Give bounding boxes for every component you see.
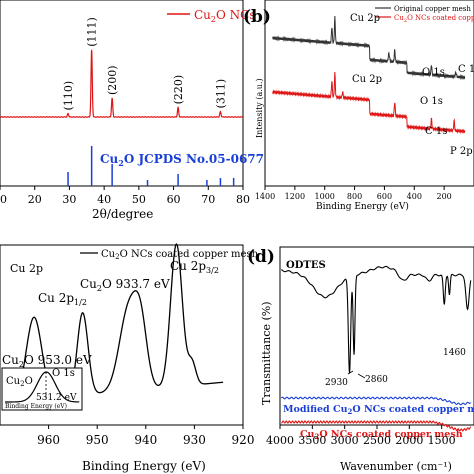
panel-c-inset-cu2o: Cu2O [6, 376, 33, 388]
panel-b-ann-c1s-bot: C 1s [425, 126, 447, 137]
panel-a-x-tick-label: 10 [0, 193, 7, 206]
panel-c-inset-o1s: O 1s [52, 368, 75, 379]
panel-b-x-tick-label: 400 [407, 192, 422, 201]
panel-b-ann-cu2p-bot: Cu 2p [352, 74, 382, 85]
panel-a-reference-label: Cu2O JCPDS No.05-0677 [100, 152, 264, 168]
panel-a-peak-label: (200) [106, 65, 119, 95]
panel-d-odtes-curve [281, 265, 472, 374]
panel-d-ylabel: Transmittance (%) [260, 301, 273, 405]
panel-a-legend-label: Cu2O NCs [194, 8, 256, 24]
panel-b-ann-p2p: P 2p [450, 146, 473, 157]
panel-a-peak-label: (311) [214, 79, 227, 109]
panel-b-original-curve [272, 15, 466, 81]
panel-a: Cu2O NCs (110) (111) (200) (220) (311) Cu2O … [0, 0, 264, 221]
panel-a-peak-label: (111) [86, 17, 99, 47]
panel-a-x-tick-label: 40 [97, 193, 111, 206]
panel-a-reference-lines [67, 146, 235, 186]
panel-d-x-tick-label: 4000 [266, 434, 294, 447]
panel-c-x-tick-label: 950 [86, 433, 109, 447]
panel-d-ann-2860: 2860 [365, 375, 388, 385]
panel-b-ann-o1s-bot: O 1s [420, 96, 443, 107]
panel-d-ann-2930: 2930 [325, 378, 348, 388]
panel-b-x-tick-label: 1400 [255, 192, 275, 201]
panel-c-inset-xlabel: Binding Energy (eV) [5, 403, 67, 410]
panel-c-x-tick-label: 930 [183, 433, 206, 447]
panel-c-ann-cu2o-953: Cu2O 953.0 eV [2, 353, 92, 369]
panel-a-peak-label: (110) [62, 81, 75, 111]
panel-c-title: Cu 2p [10, 262, 43, 275]
panel-c-xlabel: Binding Energy (eV) [82, 459, 206, 473]
panel-a-x-tick-label: 80 [236, 193, 250, 206]
panel-c-inset-curve [5, 371, 80, 403]
panel-a-x-tick-label: 60 [167, 193, 181, 206]
panel-b-x-tick-label: 200 [437, 192, 452, 201]
panel-c-frame [0, 244, 244, 426]
panel-d-xlabel: Wavenumber (cm⁻¹) [340, 460, 452, 473]
panel-a-xlabel: 2θ/degree [92, 207, 153, 221]
panel-b-frame [264, 0, 474, 187]
panel-a-x-tick-label: 20 [28, 193, 42, 206]
panel-d-x-tick-label: 3000 [331, 434, 359, 447]
panel-d-arrow-2860 [357, 373, 366, 379]
panel-d-x-tick-label: 2500 [363, 434, 391, 447]
panel-d-x-tick-label: 2000 [395, 434, 423, 447]
panel-c-inset: Cu2O O 1s 531.2 eV Binding Energy (eV) [1, 367, 83, 411]
panel-d-modified-label: Modified Cu2O NCs coated copper mesh [283, 404, 474, 416]
panel-d-arrow-2930 [347, 370, 354, 375]
panel-c-legend: Cu2O NCs coated copper mesh [101, 249, 259, 261]
panel-b: (b) Intensity (a.u.) Original copper mes… [243, 0, 474, 212]
panel-b-x-tick-label: 1000 [315, 192, 335, 201]
panel-a-peak-labels: (110) (111) (200) (220) (311) [62, 17, 227, 110]
panel-b-ann-cu2p-top: Cu 2p [350, 13, 380, 24]
panel-d-frame [279, 246, 474, 426]
panel-b-ann-o1s-top: O 1s [422, 67, 445, 78]
panel-d-label: (d) [247, 247, 275, 267]
panel-c-ann-cu2p12: Cu 2p1/2 [38, 291, 87, 307]
panel-b-x-ticks: 1400 1200 1000 800 600 400 200 [255, 186, 452, 201]
panel-b-legend-1: Original copper mesh [394, 5, 471, 13]
panel-d-x-ticks: 4000 3500 3000 2500 2000 1500 [266, 425, 456, 447]
panel-c-x-tick-label: 960 [37, 433, 60, 447]
panel-d-x-tick-label: 3500 [298, 434, 326, 447]
panel-c-inset-frame [1, 367, 83, 411]
panel-d-modified-curve [280, 396, 472, 406]
panel-b-ann-c1s-top: C 1s [458, 64, 474, 75]
panel-b-label: (b) [243, 7, 271, 27]
panel-b-x-tick-label: 800 [347, 192, 362, 201]
panel-b-ylabel: Intensity (a.u.) [255, 78, 264, 138]
panel-b-legend-2: Cu2O NCs coated copper mesh [394, 14, 474, 24]
panel-d-ann-1460: 1460 [443, 348, 466, 358]
panel-b-x-tick-label: 600 [377, 192, 392, 201]
panel-d-x-tick-label: 1500 [428, 434, 456, 447]
panel-a-xrd-curve [0, 49, 244, 118]
panel-b-x-tick-label: 1200 [285, 192, 305, 201]
panel-c-x-tick-label: 920 [232, 433, 255, 447]
panel-d: (d) Transmittance (%) ODTES 2930 2860 14… [247, 246, 474, 473]
panel-c: Cu2O NCs coated copper mesh Cu 2p Cu2O 9… [0, 243, 259, 473]
panel-a-peak-label: (220) [172, 75, 185, 105]
panel-d-odtes-label: ODTES [286, 260, 326, 271]
panel-a-x-ticks: 10 20 30 40 50 60 70 80 [0, 186, 250, 206]
panel-c-ann-cu2p32: Cu 2p3/2 [170, 259, 219, 275]
panel-d-coated-curve [281, 420, 472, 432]
panel-a-x-tick-label: 30 [62, 193, 76, 206]
panel-b-xlabel: Binding Energy (eV) [316, 201, 409, 212]
panel-a-frame [0, 0, 244, 187]
panel-c-ann-cu2o-933: Cu2O 933.7 eV [80, 277, 170, 293]
panel-a-x-tick-label: 70 [201, 193, 215, 206]
panel-d-coated-label: Cu2O NCs coated copper mesh [300, 429, 463, 441]
panel-a-x-tick-label: 50 [132, 193, 146, 206]
panel-c-inset-ev: 531.2 eV [36, 393, 77, 403]
panel-c-x-ticks: 960 950 940 930 920 [37, 425, 254, 447]
panel-c-x-tick-label: 940 [134, 433, 157, 447]
panel-b-coated-curve [272, 71, 466, 135]
